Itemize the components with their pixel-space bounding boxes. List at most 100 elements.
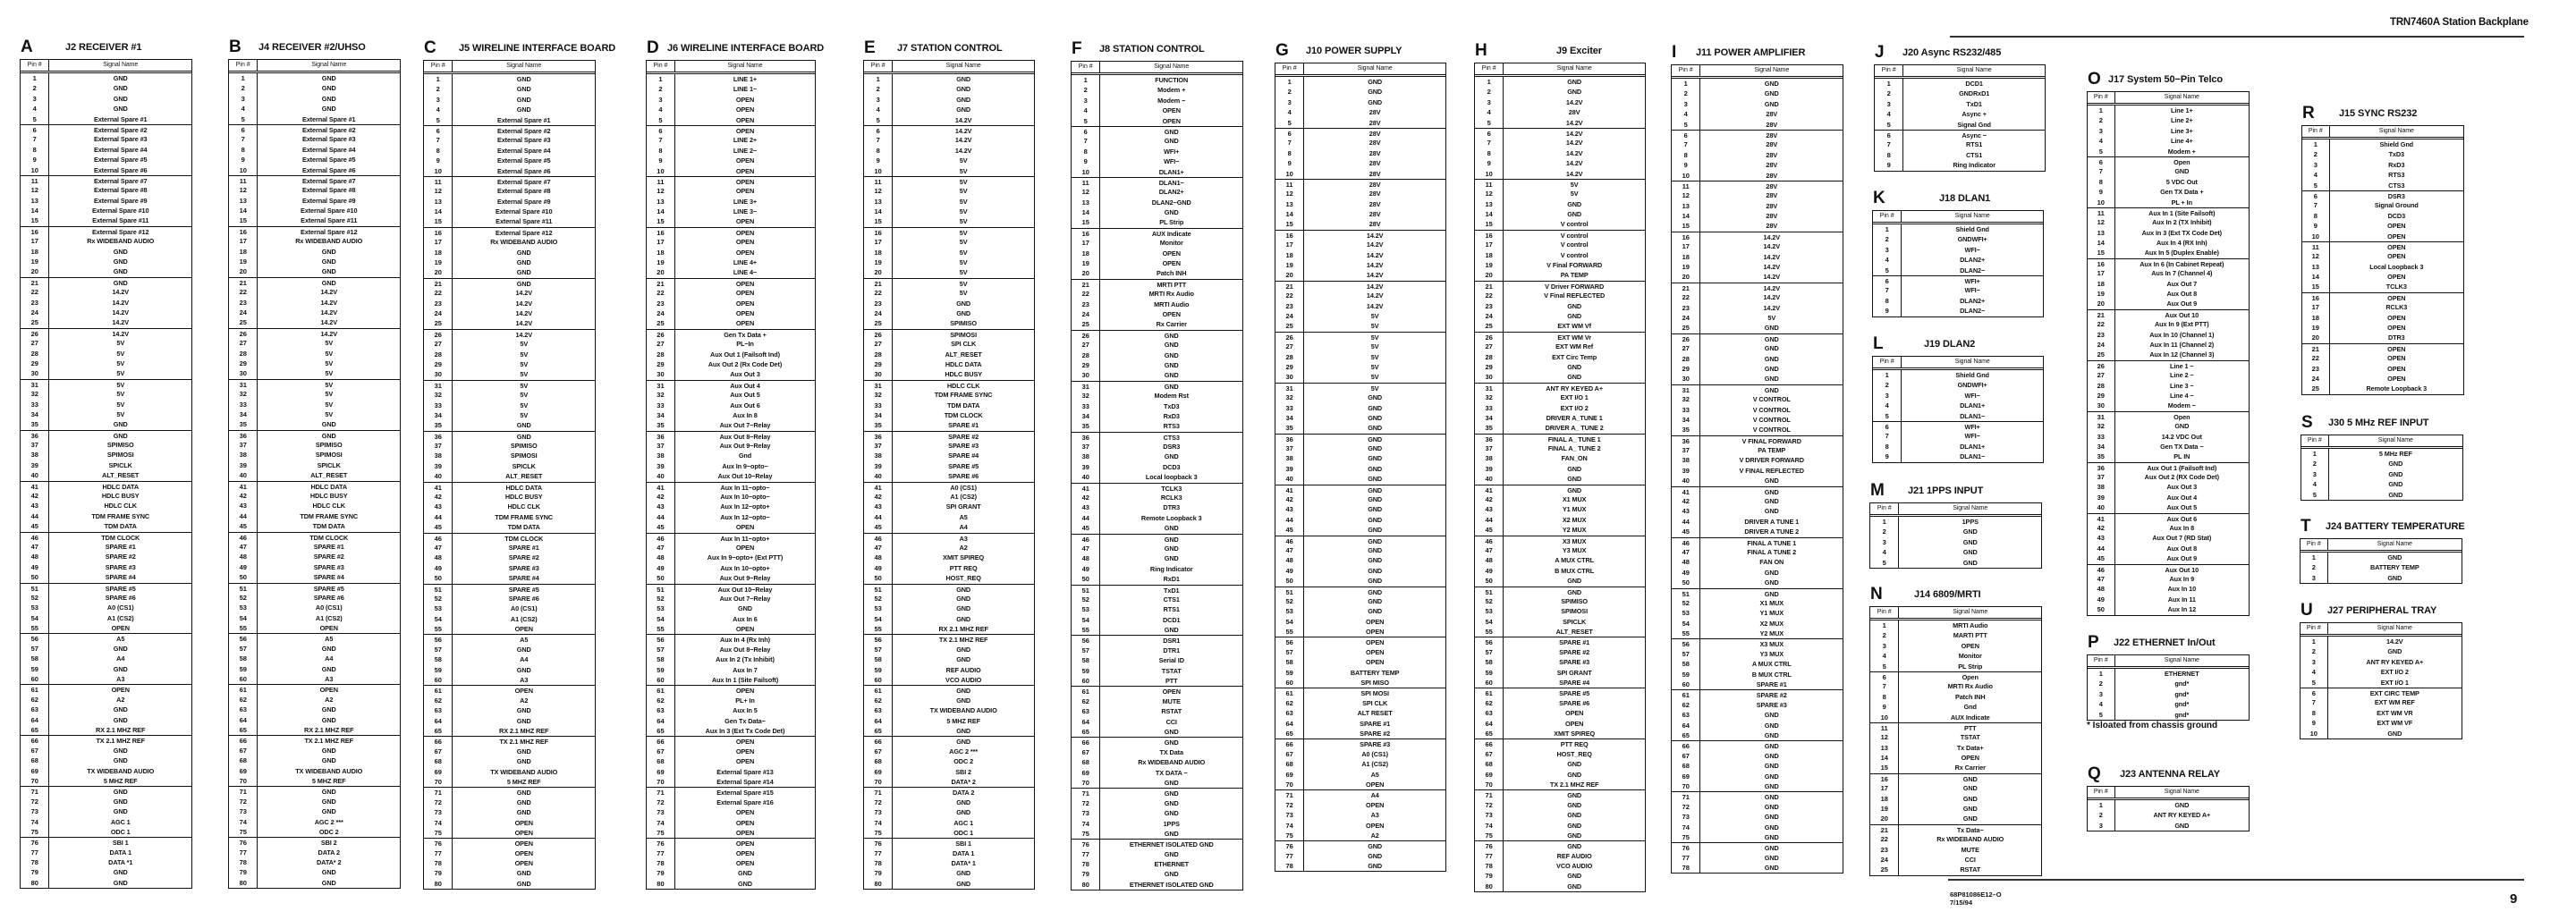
pin-number: 49 xyxy=(1072,563,1101,575)
table-row: 45 TDM DATA xyxy=(229,521,400,532)
signal-name: 5 VDC Out xyxy=(2165,177,2198,186)
pin-number: 19 xyxy=(1475,260,1504,271)
signal-name: TDM DATA xyxy=(104,522,137,531)
table-row: 47 A2 xyxy=(864,542,1034,553)
table-row: 59 B MUX CTRL xyxy=(1672,669,1843,680)
signal-name: V control xyxy=(1560,231,1589,240)
table-row: 1 LINE 1+ xyxy=(647,74,815,85)
pin-table: Pin # Signal Name 1 5 MHz REF 2 GND 3 GND 4 GND 5 G… xyxy=(2301,435,2463,501)
signal-name: GND xyxy=(1764,751,1779,760)
pin-column-header: Pin # xyxy=(2088,655,2115,666)
table-row: 71 GND xyxy=(229,786,400,797)
pin-number: 32 xyxy=(1672,394,1701,405)
table-row: 35 DRIVER A_ TUNE 2 xyxy=(1475,423,1645,434)
pin-number: 17 xyxy=(647,237,675,248)
table-row: 30 Modem − xyxy=(2088,401,2249,411)
pin-number: 45 xyxy=(1475,525,1504,536)
signal-name: GND xyxy=(1164,371,1179,380)
pin-number: 12 xyxy=(1475,189,1504,199)
signal-name: TX DATA − xyxy=(1155,768,1188,777)
table-row: 45 Aux Out 9 xyxy=(2088,553,2249,564)
signal-name: GND xyxy=(1567,577,1582,586)
pin-number: 11 xyxy=(424,176,453,187)
signal-name: GND xyxy=(1368,464,1383,473)
table-row: 30 5V xyxy=(229,368,400,379)
signal-name: LINE 1+ xyxy=(733,75,758,83)
table-row: 23 14.2V xyxy=(21,297,191,308)
signal-name: MRTI Rx Audio xyxy=(1947,682,1993,691)
table-header: Pin # Signal Name xyxy=(1873,357,2043,370)
table-row: 3 ANT RY KEYED A+ xyxy=(2301,656,2462,668)
pin-number: 12 xyxy=(1870,732,1900,743)
section-title: J17 System 50−Pin Telco xyxy=(2108,74,2224,85)
pin-number: 57 xyxy=(1672,648,1701,660)
table-row: 32 EXT I/O 1 xyxy=(1475,392,1645,403)
pin-number: 9 xyxy=(1870,702,1900,713)
pin-number: 22 xyxy=(1275,291,1305,301)
signal-name: 28V xyxy=(1766,212,1778,221)
table-row: 33 Aux Out 6 xyxy=(647,400,815,410)
signal-name: X1 MUX xyxy=(1562,495,1587,504)
pin-number: 77 xyxy=(864,848,894,859)
pin-number: 15 xyxy=(2088,248,2115,258)
pin-number: 30 xyxy=(864,369,894,380)
signal-name: EXT WM Vf xyxy=(1557,322,1591,331)
pin-number: 10 xyxy=(864,165,894,176)
pin-number: 40 xyxy=(21,470,50,481)
signal-name: SPARE #2 xyxy=(948,432,979,441)
table-row: 49 B MUX CTRL xyxy=(1475,565,1645,577)
pin-number: 46 xyxy=(1072,534,1101,544)
pin-number: 31 xyxy=(1275,383,1305,393)
pin-number: 74 xyxy=(1672,822,1701,832)
table-row: 49 GND xyxy=(1275,565,1445,577)
pin-number: 27 xyxy=(2088,370,2115,381)
signal-name: Aux In 11−opto− xyxy=(720,483,770,492)
signal-name: 5V xyxy=(116,390,125,399)
table-row: 80 GND xyxy=(424,878,595,890)
pin-number: 45 xyxy=(1672,527,1701,537)
table-row: 55 Y2 MUX xyxy=(1672,629,1843,639)
signal-name: EXT WM Vr xyxy=(1557,333,1591,342)
pin-number: 36 xyxy=(1275,434,1305,444)
signal-name: External Spare #2 xyxy=(301,125,356,134)
signal-name: OPEN xyxy=(1366,800,1385,809)
signal-name: GND xyxy=(1764,731,1779,739)
signal-name: GND xyxy=(956,808,971,817)
table-row: 7 RTS1 xyxy=(1875,139,2045,150)
pin-number: 56 xyxy=(229,634,258,644)
signal-name: ETHERNET ISOLATED GND xyxy=(1129,840,1214,849)
pin-number: 8 xyxy=(1870,691,1900,703)
table-row: 70 DATA* 2 xyxy=(864,776,1034,788)
pin-number: 13 xyxy=(2302,261,2330,273)
table-row: 75 OPEN xyxy=(647,827,815,839)
signal-name: SPICLK xyxy=(108,460,132,469)
table-row: 37 GND xyxy=(1275,443,1445,454)
pin-number: 27 xyxy=(1672,343,1701,354)
signal-name: 14.2V xyxy=(320,308,338,317)
table-row: 16 GND xyxy=(1870,772,2041,784)
signal-name: FAN ON xyxy=(1759,558,1784,567)
pin-number: 24 xyxy=(424,308,453,319)
pin-number: 13 xyxy=(647,196,675,207)
table-row: 25 Remote Loopback 3 xyxy=(2302,384,2463,394)
pin-number: 17 xyxy=(2302,302,2330,313)
table-row: 15 Aux In 5 (Duplex Enable) xyxy=(2088,248,2249,258)
signal-column-header: Signal Name xyxy=(2377,437,2413,443)
pin-number: 44 xyxy=(647,511,675,523)
pin-number: 1 xyxy=(1875,79,1904,89)
pin-number: 10 xyxy=(2301,728,2328,739)
table-row: 20 5V xyxy=(864,267,1034,278)
signal-name: Aux In 3 (Ext TX Code Det) xyxy=(2141,228,2223,237)
signal-name: MUTE xyxy=(1162,696,1181,705)
pin-number: 9 xyxy=(21,155,50,165)
table-row: 69 TX WIDEBAND AUDIO xyxy=(21,765,191,776)
table-row: 4 GND xyxy=(424,105,595,115)
pin-number: 14 xyxy=(647,207,675,217)
pin-number: 19 xyxy=(1870,804,1900,814)
section-title: J5 WIRELINE INTERFACE BOARD xyxy=(459,43,616,54)
signal-name: GND xyxy=(321,715,336,724)
table-row: 60 A3 xyxy=(424,675,595,686)
signal-name: 5V xyxy=(1370,333,1379,342)
pin-number: 65 xyxy=(1475,729,1504,739)
table-row: 39 Aux Out 4 xyxy=(2088,492,2249,503)
